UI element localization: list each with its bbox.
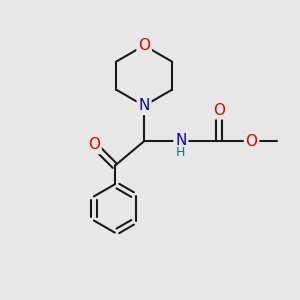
Text: N: N <box>175 133 187 148</box>
Text: O: O <box>138 38 150 53</box>
Text: O: O <box>246 134 258 149</box>
Text: O: O <box>213 103 225 118</box>
Text: H: H <box>176 146 186 159</box>
Text: N: N <box>138 98 150 113</box>
Text: O: O <box>88 137 100 152</box>
